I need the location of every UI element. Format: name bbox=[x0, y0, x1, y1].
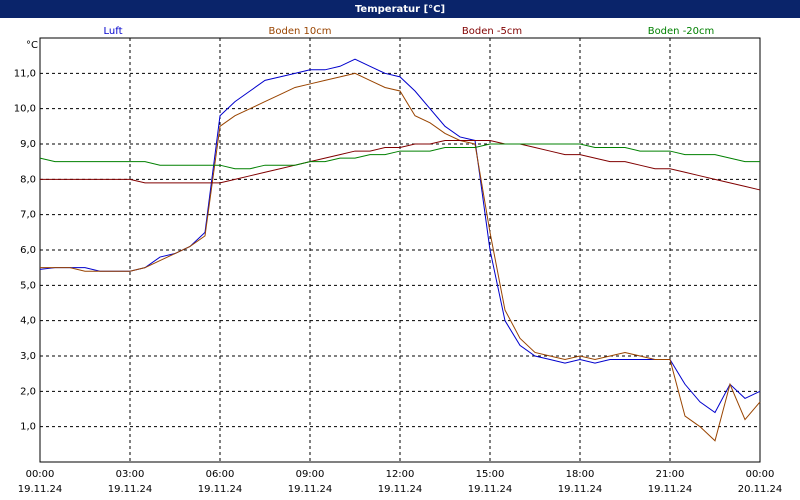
x-tick-date: 19.11.24 bbox=[648, 484, 693, 495]
x-tick-label: 06:00 bbox=[206, 469, 235, 480]
x-tick-date: 19.11.24 bbox=[468, 484, 513, 495]
x-tick-date: 19.11.24 bbox=[288, 484, 333, 495]
legend-entry: Luft bbox=[104, 26, 123, 37]
title-bar bbox=[0, 0, 800, 18]
y-tick-label: 8,0 bbox=[20, 174, 36, 185]
legend-entry: Boden 10cm bbox=[269, 26, 332, 37]
x-tick-label: 21:00 bbox=[656, 469, 685, 480]
x-tick-label: 00:00 bbox=[746, 469, 775, 480]
x-tick-label: 12:00 bbox=[386, 469, 415, 480]
x-tick-label: 00:00 bbox=[26, 469, 55, 480]
x-tick-date: 19.11.24 bbox=[378, 484, 423, 495]
y-tick-label: 10,0 bbox=[14, 104, 36, 115]
x-tick-date: 19.11.24 bbox=[198, 484, 243, 495]
legend-entry: Boden -5cm bbox=[462, 26, 522, 37]
series-line bbox=[40, 72, 761, 442]
y-tick-label: 7,0 bbox=[20, 210, 36, 221]
legend-entry: Boden -20cm bbox=[648, 26, 715, 37]
y-tick-label: 2,0 bbox=[20, 386, 36, 397]
x-tick-date: 19.11.24 bbox=[108, 484, 153, 495]
y-unit: °C bbox=[26, 40, 38, 51]
y-tick-label: 3,0 bbox=[20, 351, 36, 362]
x-tick-label: 18:00 bbox=[566, 469, 595, 480]
y-tick-label: 9,0 bbox=[20, 139, 36, 150]
y-tick-label: 11,0 bbox=[14, 68, 36, 79]
series-line bbox=[39, 58, 761, 414]
y-tick-label: 6,0 bbox=[20, 245, 36, 256]
x-tick-label: 15:00 bbox=[476, 469, 505, 480]
x-tick-date: 20.11.24 bbox=[738, 484, 783, 495]
series-line bbox=[40, 139, 761, 191]
x-tick-date: 19.11.24 bbox=[18, 484, 63, 495]
chart-title: Temperatur [°C] bbox=[355, 4, 445, 15]
y-tick-label: 1,0 bbox=[20, 422, 36, 433]
series-line bbox=[39, 143, 760, 170]
x-tick-date: 19.11.24 bbox=[558, 484, 603, 495]
y-tick-label: 5,0 bbox=[20, 280, 36, 291]
x-tick-label: 09:00 bbox=[296, 469, 325, 480]
y-tick-label: 4,0 bbox=[20, 316, 36, 327]
x-tick-label: 03:00 bbox=[116, 469, 145, 480]
